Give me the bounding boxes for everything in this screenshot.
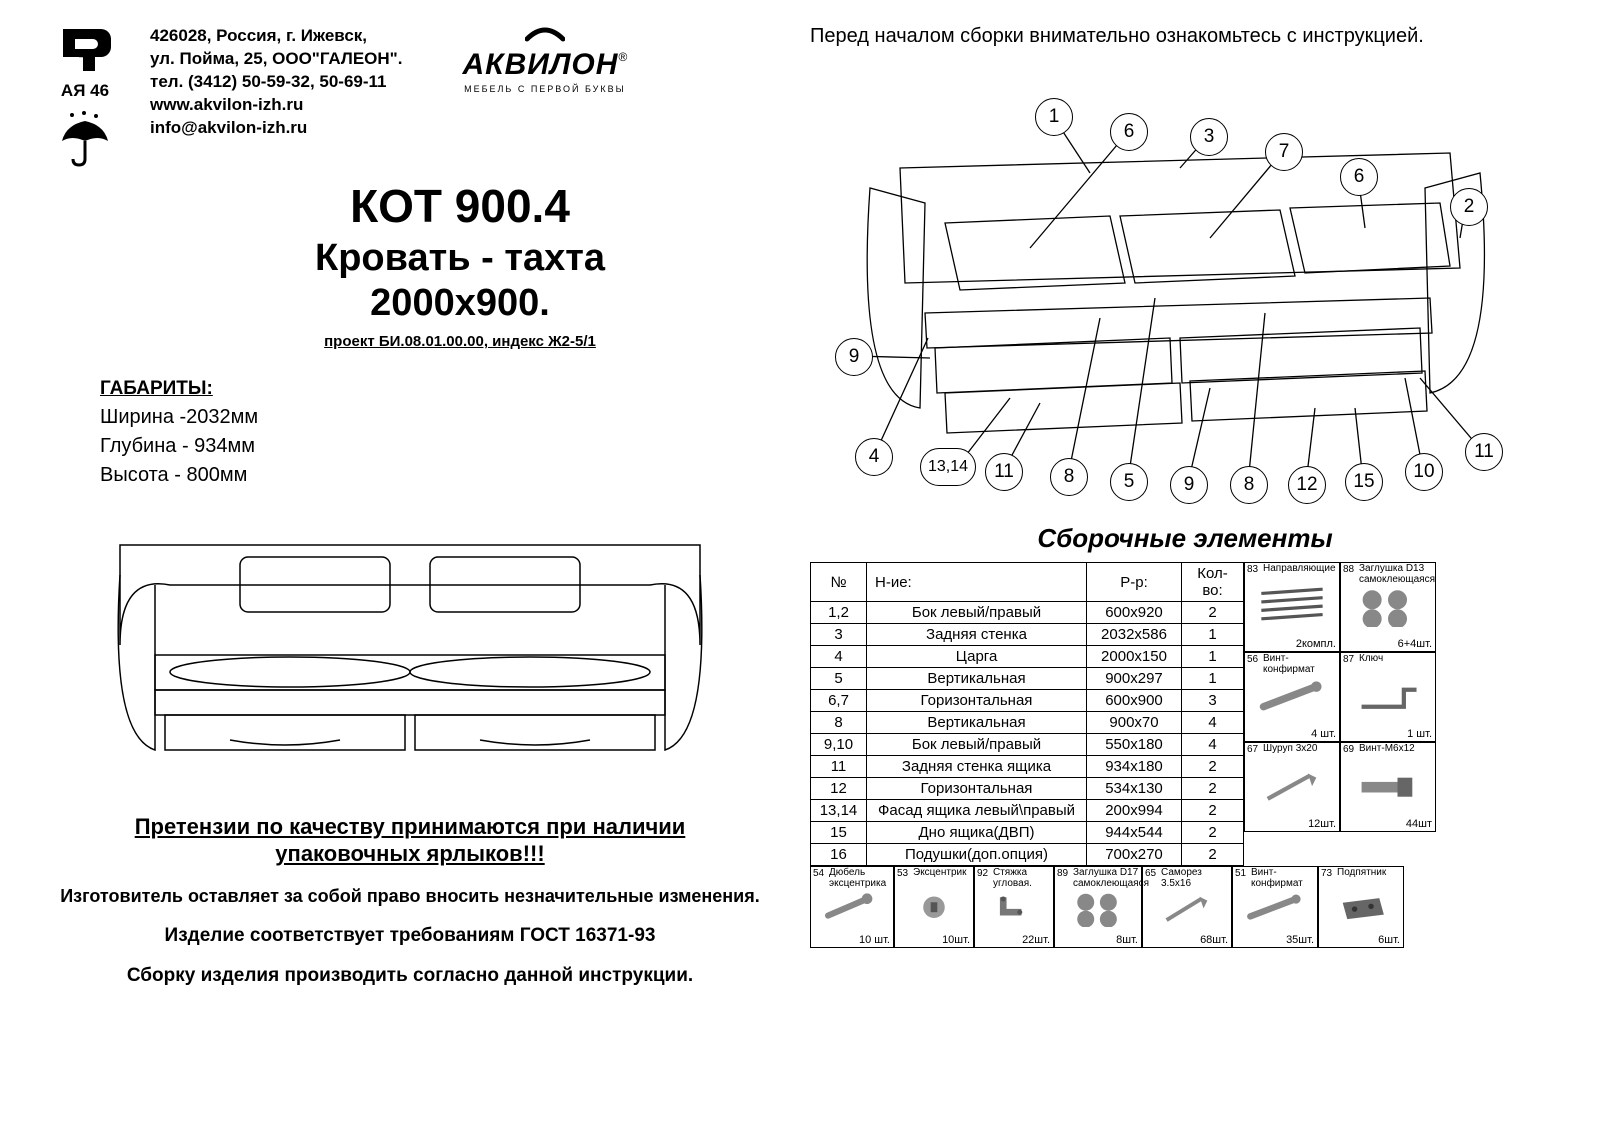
title-size: 2000х900.	[140, 282, 780, 325]
title-type: Кровать - тахта	[140, 237, 780, 280]
bottom-text-block: Претензии по качеству принимаются при на…	[40, 813, 780, 987]
callout-8: 8	[1230, 466, 1268, 504]
logo-block: АКВИЛОН ® МЕБЕЛЬ С ПЕРВОЙ БУКВЫ	[462, 25, 627, 169]
callout-4: 4	[855, 438, 893, 476]
callout-6: 6	[1340, 158, 1378, 196]
table-row: 1,2Бок левый/правый600х9202	[811, 602, 1244, 624]
hardware-73: 73Подпятник6шт.	[1318, 866, 1404, 948]
addr-line1: 426028, Россия, г. Ижевск,	[150, 26, 367, 45]
title-project: проект БИ.08.01.00.00, индекс Ж2-5/1	[140, 333, 780, 350]
warranty-line2: упаковочных ярлыков!!!	[275, 841, 544, 866]
dimensions-block: ГАБАРИТЫ: Ширина -2032мм Глубина - 934мм…	[100, 375, 780, 490]
manufacturer-note: Изготовитель оставляет за собой право вн…	[40, 886, 780, 907]
callout-9: 9	[835, 338, 873, 376]
table-row: 12Горизонтальная534х1302	[811, 778, 1244, 800]
table-row: 13,14Фасад ящика левый\правый200х9942	[811, 800, 1244, 822]
exploded-diagram: 1637629413,1411859812151011	[810, 58, 1550, 498]
address-block: 426028, Россия, г. Ижевск, ул. Пойма, 25…	[150, 25, 402, 169]
gost-note: Изделие cоответствует требованиям ГОСТ 1…	[40, 925, 780, 947]
addr-line4: www.akvilon-izh.ru	[150, 95, 303, 114]
top-info-block: Т АЯ 46 426028, Россия, г. Ижевск, ул. П…	[40, 25, 780, 169]
th-size: Р-р:	[1087, 563, 1182, 602]
logo-text: АКВИЛОН	[462, 48, 618, 82]
assembly-wrap: № Н-ие: Р-р: Кол-во: 1,2Бок левый/правый…	[810, 562, 1560, 866]
th-num: №	[811, 563, 867, 602]
callout-13,14: 13,14	[920, 448, 976, 486]
parts-table: № Н-ие: Р-р: Кол-во: 1,2Бок левый/правый…	[810, 562, 1244, 866]
callout-1: 1	[1035, 98, 1073, 136]
addr-line3: тел. (3412) 50-59-32, 50-69-11	[150, 72, 387, 91]
callout-8: 8	[1050, 458, 1088, 496]
hardware-67: 67Шуруп 3х2012шт.	[1244, 742, 1340, 832]
hardware-89: 89Заглушка D17 самоклеющаяся8шт.	[1054, 866, 1142, 948]
assembly-note: Сборку изделия производить согласно данн…	[40, 965, 780, 987]
dims-header: ГАБАРИТЫ:	[100, 375, 780, 403]
callout-12: 12	[1288, 466, 1326, 504]
rst-icon: Т	[55, 25, 115, 75]
dim-width: Ширина -2032мм	[100, 403, 780, 432]
th-name: Н-ие:	[867, 563, 1087, 602]
hardware-87: 87Ключ1 шт.	[1340, 652, 1436, 742]
cert-code: АЯ 46	[40, 81, 130, 101]
hardware-92: 92Стяжка угловая.22шт.	[974, 866, 1054, 948]
right-column: Перед началом сборки внимательно ознаком…	[810, 25, 1560, 1122]
umbrella-icon	[56, 111, 114, 169]
hardware-53: 53Эксцентрик10шт.	[894, 866, 974, 948]
bed-illustration	[90, 515, 730, 795]
left-column: Т АЯ 46 426028, Россия, г. Ижевск, ул. П…	[40, 25, 780, 1122]
warranty-line1: Претензии по качеству принимаются при на…	[135, 814, 686, 839]
callout-11: 11	[1465, 433, 1503, 471]
title-model: КОТ 900.4	[140, 179, 780, 233]
table-row: 5Вертикальная900х2971	[811, 668, 1244, 690]
table-row: 11Задняя стенка ящика934х1802	[811, 756, 1244, 778]
hardware-56: 56Винт-конфирмат4 шт.	[1244, 652, 1340, 742]
hardware-88: 88Заглушка D13 самоклеющаяся6+4шт.	[1340, 562, 1436, 652]
callout-5: 5	[1110, 463, 1148, 501]
callout-10: 10	[1405, 453, 1443, 491]
assembly-title: Сборочные элементы	[810, 523, 1560, 554]
logo-reg: ®	[618, 50, 627, 64]
hardware-65: 65Саморез 3.5х1668шт.	[1142, 866, 1232, 948]
table-row: 8Вертикальная900х704	[811, 712, 1244, 734]
dim-depth: Глубина - 934мм	[100, 432, 780, 461]
th-qty: Кол-во:	[1182, 563, 1244, 602]
callout-15: 15	[1345, 463, 1383, 501]
callout-9: 9	[1170, 466, 1208, 504]
hardware-69: 69Винт-М6х1244шт	[1340, 742, 1436, 832]
table-row: 4Царга2000х1501	[811, 646, 1244, 668]
hardware-51: 51Винт-конфирмат35шт.	[1232, 866, 1318, 948]
addr-line5: info@akvilon-izh.ru	[150, 118, 307, 137]
hardware-bottom-row: 54Дюбель эксцентрика10 шт.53Эксцентрик10…	[810, 866, 1560, 948]
callout-11: 11	[985, 453, 1023, 491]
hardware-54: 54Дюбель эксцентрика10 шт.	[810, 866, 894, 948]
callout-7: 7	[1265, 133, 1303, 171]
title-block: КОТ 900.4 Кровать - тахта 2000х900. прое…	[140, 179, 780, 350]
dim-height: Высота - 800мм	[100, 461, 780, 490]
logo-swoosh-icon	[525, 25, 565, 43]
table-row: 6,7Горизонтальная600х9003	[811, 690, 1244, 712]
instruction-note: Перед началом сборки внимательно ознаком…	[810, 25, 1560, 48]
certification-block: Т АЯ 46	[40, 25, 130, 169]
svg-text:Т: Т	[79, 52, 91, 74]
callout-6: 6	[1110, 113, 1148, 151]
logo-subtitle: МЕБЕЛЬ С ПЕРВОЙ БУКВЫ	[462, 84, 627, 94]
hardware-83: 83Направляющие2компл.	[1244, 562, 1340, 652]
table-row: 15Дно ящика(ДВП)944х5442	[811, 822, 1244, 844]
addr-line2: ул. Пойма, 25, ООО"ГАЛЕОН".	[150, 49, 402, 68]
callout-3: 3	[1190, 118, 1228, 156]
table-row: 3Задняя стенка2032х5861	[811, 624, 1244, 646]
hardware-side-grid: 83Направляющие2компл.88Заглушка D13 само…	[1244, 562, 1436, 866]
table-row: 9,10Бок левый/правый550х1804	[811, 734, 1244, 756]
table-row: 16Подушки(доп.опция)700х2702	[811, 844, 1244, 866]
callout-2: 2	[1450, 188, 1488, 226]
